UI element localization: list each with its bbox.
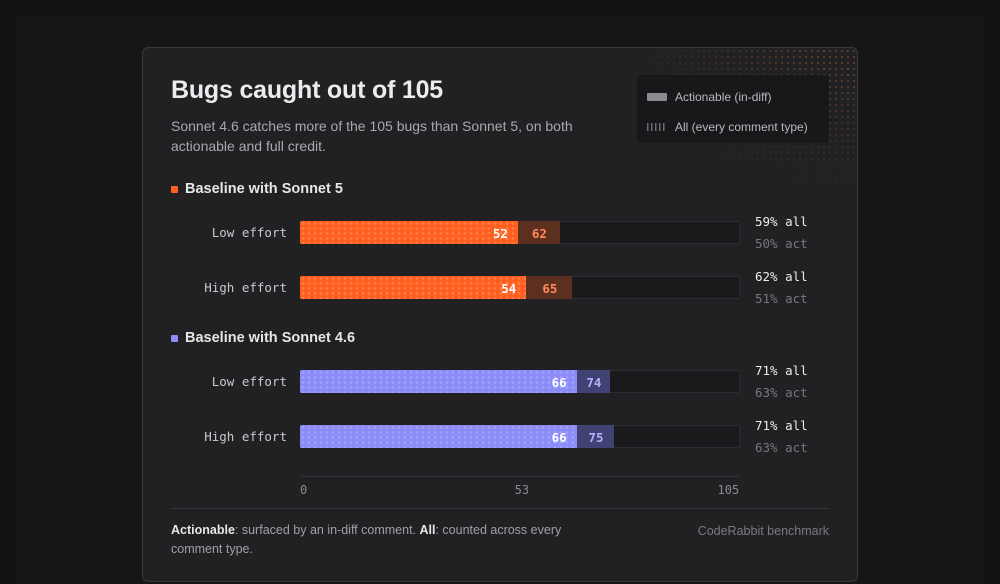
group-heading: Baseline with Sonnet 5 (171, 181, 343, 197)
legend-item-actionable: Actionable (in-diff) (647, 85, 819, 109)
x-tick-label: 0 (300, 483, 308, 497)
value-label-all: 62 (531, 226, 547, 241)
legend-label-actionable: Actionable (in-diff) (675, 90, 772, 104)
footnote-actionable-term: Actionable (171, 523, 235, 537)
bar-texture (300, 425, 577, 448)
chart-card: Bugs caught out of 105 Sonnet 4.6 catche… (142, 47, 858, 582)
footnote-all-term: All (419, 523, 436, 537)
footnote: Actionable: surfaced by an in-diff comme… (171, 521, 611, 559)
bar-track: 52 62 (300, 221, 740, 244)
bar-texture (300, 370, 577, 393)
row-label: High effort (204, 429, 287, 444)
bar-actionable (300, 221, 518, 244)
series-dot-icon (171, 185, 178, 193)
hatched-swatch-icon (647, 123, 667, 131)
chart-title: Bugs caught out of 105 (171, 76, 444, 104)
group-heading-label: Baseline with Sonnet 5 (185, 181, 343, 197)
footnote-all-text: : counted across every comment type. (171, 523, 562, 556)
x-tick-label: 105 (717, 483, 740, 497)
footnote-actionable-text: : surfaced by an in-diff comment. (234, 523, 420, 537)
percent-actionable: 51% act (755, 291, 808, 306)
bar-actionable (300, 370, 577, 393)
series-dot-icon (171, 334, 178, 342)
bar-actionable (300, 276, 527, 299)
row-label: Low effort (211, 225, 287, 240)
source-credit: CodeRabbit benchmark (697, 524, 829, 538)
bar-texture (300, 221, 518, 244)
percent-all: 62% all (755, 269, 808, 284)
bar-track: 66 74 (300, 370, 740, 393)
percent-all: 59% all (755, 214, 808, 229)
value-label-actionable: 54 (501, 281, 517, 296)
group-heading-label: Baseline with Sonnet 4.6 (185, 330, 356, 346)
x-tick-label: 53 (514, 483, 530, 497)
bar-texture (300, 276, 527, 299)
percent-all: 71% all (755, 418, 808, 433)
value-label-all: 74 (586, 375, 602, 390)
footer-divider (171, 508, 829, 509)
percent-actionable: 63% act (755, 440, 808, 455)
value-label-all: 65 (542, 281, 558, 296)
percent-actionable: 63% act (755, 385, 808, 400)
value-label-actionable: 66 (551, 375, 567, 390)
percent-actionable: 50% act (755, 236, 808, 251)
bar-track: 66 75 (300, 425, 740, 448)
row-label: High effort (204, 280, 287, 295)
legend-label-all: All (every comment type) (675, 120, 808, 134)
legend-item-all: All (every comment type) (647, 115, 819, 139)
bar-track: 54 65 (300, 276, 740, 299)
group-heading: Baseline with Sonnet 4.6 (171, 330, 355, 346)
value-label-all: 75 (588, 430, 604, 445)
solid-swatch-icon (647, 93, 667, 101)
chart-subtitle: Sonnet 4.6 catches more of the 105 bugs … (171, 118, 573, 154)
x-axis-line (300, 476, 740, 477)
legend: Actionable (in-diff) All (every comment … (637, 75, 829, 143)
value-label-actionable: 66 (551, 430, 567, 445)
bar-actionable (300, 425, 577, 448)
row-label: Low effort (211, 374, 287, 389)
percent-all: 71% all (755, 363, 808, 378)
value-label-actionable: 52 (492, 226, 508, 241)
